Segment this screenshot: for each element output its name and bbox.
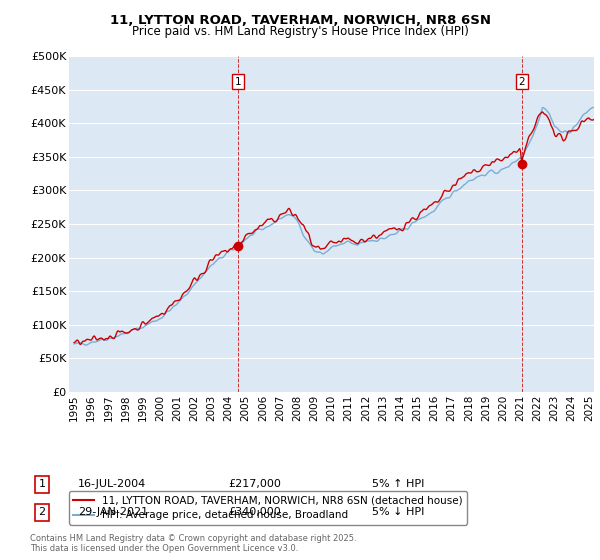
Text: £340,000: £340,000 bbox=[228, 507, 281, 517]
Text: 1: 1 bbox=[38, 479, 46, 489]
Text: 1: 1 bbox=[235, 77, 241, 87]
Text: 2: 2 bbox=[38, 507, 46, 517]
Text: Price paid vs. HM Land Registry's House Price Index (HPI): Price paid vs. HM Land Registry's House … bbox=[131, 25, 469, 38]
Text: £217,000: £217,000 bbox=[228, 479, 281, 489]
Text: 2: 2 bbox=[518, 77, 525, 87]
Text: 11, LYTTON ROAD, TAVERHAM, NORWICH, NR8 6SN: 11, LYTTON ROAD, TAVERHAM, NORWICH, NR8 … bbox=[110, 14, 491, 27]
Text: 5% ↓ HPI: 5% ↓ HPI bbox=[372, 507, 424, 517]
Text: 5% ↑ HPI: 5% ↑ HPI bbox=[372, 479, 424, 489]
Text: 16-JUL-2004: 16-JUL-2004 bbox=[78, 479, 146, 489]
Text: 29-JAN-2021: 29-JAN-2021 bbox=[78, 507, 148, 517]
Text: Contains HM Land Registry data © Crown copyright and database right 2025.
This d: Contains HM Land Registry data © Crown c… bbox=[30, 534, 356, 553]
Legend: 11, LYTTON ROAD, TAVERHAM, NORWICH, NR8 6SN (detached house), HPI: Average price: 11, LYTTON ROAD, TAVERHAM, NORWICH, NR8 … bbox=[69, 491, 467, 525]
